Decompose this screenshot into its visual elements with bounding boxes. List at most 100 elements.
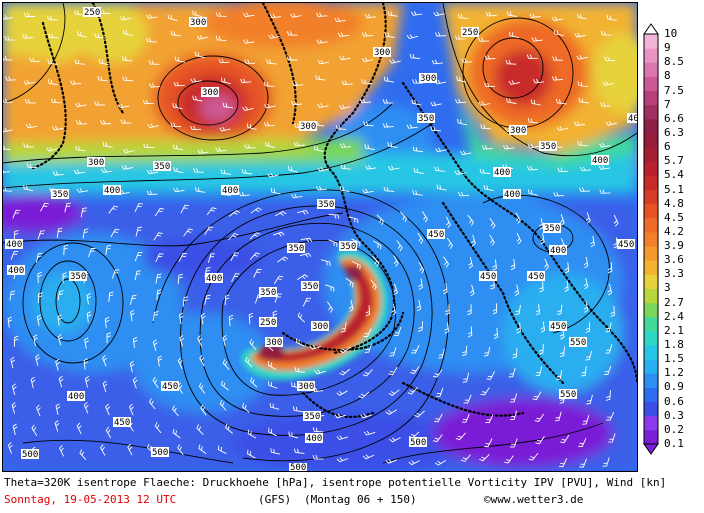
- wind-barb: [272, 231, 285, 237]
- legend-swatch: [644, 104, 658, 120]
- wind-barb: [145, 37, 157, 43]
- wind-barb: [480, 124, 491, 130]
- wind-barb: [243, 12, 255, 18]
- wind-barb: [489, 234, 495, 246]
- wind-barb: [198, 382, 206, 394]
- wind-barb: [486, 371, 496, 380]
- wind-barb: [246, 123, 257, 130]
- svg-text:400: 400: [592, 156, 608, 166]
- wind-barb: [57, 290, 64, 301]
- wind-barb: [84, 337, 89, 349]
- wind-barb: [383, 76, 395, 83]
- wind-barb: [122, 148, 135, 154]
- svg-text:300: 300: [88, 158, 104, 168]
- wind-barb: [559, 328, 565, 340]
- wind-barb: [606, 14, 617, 21]
- wind-barb: [5, 76, 17, 81]
- legend-colorbar: [643, 23, 659, 455]
- svg-text:350: 350: [154, 162, 170, 172]
- wind-barb: [585, 322, 591, 333]
- label-250-b: 250: [461, 27, 479, 38]
- wind-barb: [532, 391, 542, 400]
- wind-barb: [399, 211, 408, 223]
- wind-barb: [3, 55, 13, 61]
- legend-swatch: [644, 231, 658, 247]
- wind-barb: [411, 99, 422, 106]
- wind-barb: [248, 312, 254, 324]
- wind-barb: [433, 11, 445, 17]
- wind-barb: [382, 99, 394, 104]
- wind-barb: [538, 344, 544, 355]
- pressure-labels: 250 300 300 300 300 300 300 300 300 300 …: [5, 7, 637, 471]
- wind-barb: [313, 145, 324, 153]
- wind-barb: [198, 444, 207, 455]
- wind-barb: [267, 172, 279, 178]
- wind-barb: [83, 401, 89, 414]
- legend-tick-label: 10: [664, 27, 678, 40]
- wind-barb: [143, 143, 154, 149]
- wind-barb: [393, 255, 399, 267]
- wind-barb: [463, 394, 472, 404]
- wind-barb: [117, 103, 130, 109]
- wind-barb: [478, 101, 490, 106]
- wind-barb: [225, 423, 233, 434]
- wind-barb: [370, 279, 377, 291]
- wind-barb: [152, 339, 158, 351]
- wind-barb: [407, 386, 418, 395]
- wind-barb: [315, 185, 328, 191]
- legend-swatch: [644, 189, 658, 205]
- wind-barb: [228, 232, 239, 241]
- legend-tick-label: 3.6: [664, 253, 684, 267]
- wind-barb: [552, 56, 563, 61]
- label-550-a: 550: [569, 337, 587, 348]
- label-350-a: 350: [153, 161, 171, 172]
- svg-text:300: 300: [190, 18, 206, 28]
- wind-barb: [268, 34, 280, 39]
- wind-barb: [230, 252, 239, 262]
- svg-text:500: 500: [410, 438, 426, 448]
- wind-barb: [442, 283, 448, 295]
- legend-tick-label: 6: [664, 140, 671, 154]
- wind-barb: [178, 252, 188, 262]
- wind-barb: [128, 403, 134, 416]
- ipv-color-legend: 0.1 0.2 0.3 0.6 0.9 1.2 1.5 1.8 2.1 2.4 2.7 3 3.3 3.6…: [638, 22, 704, 462]
- svg-text:400: 400: [306, 434, 322, 444]
- wind-barb: [361, 32, 373, 37]
- svg-text:350: 350: [540, 142, 556, 152]
- wind-barb: [270, 448, 281, 455]
- wind-barb: [479, 168, 491, 174]
- wind-barb: [172, 405, 179, 417]
- wind-barb: [603, 365, 612, 376]
- wind-barb: [317, 103, 329, 108]
- wind-barb: [108, 205, 119, 214]
- svg-text:500: 500: [290, 463, 306, 471]
- wind-barb: [461, 58, 473, 63]
- wind-barb: [46, 146, 58, 152]
- wind-barb: [24, 98, 36, 104]
- wind-barb: [224, 294, 230, 306]
- wind-barb: [315, 75, 326, 81]
- wind-barb: [155, 253, 164, 263]
- wind-barb: [388, 366, 398, 376]
- wind-barb: [119, 15, 131, 21]
- svg-text:400: 400: [222, 186, 238, 196]
- wind-barb: [24, 12, 35, 17]
- wind-barb: [610, 305, 615, 318]
- wind-barb: [179, 334, 185, 347]
- wind-barb: [557, 304, 563, 316]
- wind-barb: [556, 370, 563, 381]
- wind-barb: [574, 32, 586, 38]
- wind-barb: [250, 207, 262, 214]
- wind-barb: [146, 190, 158, 195]
- wind-barb: [122, 29, 133, 37]
- wind-barb: [605, 390, 611, 401]
- wind-barb: [434, 32, 447, 37]
- label-300-i: 300: [311, 321, 329, 332]
- wind-barb: [222, 359, 230, 370]
- wind-barb: [82, 228, 89, 239]
- wind-barb: [336, 390, 348, 396]
- wind-barb: [130, 294, 137, 305]
- wind-barb: [559, 214, 565, 226]
- wind-barb: [393, 283, 398, 296]
- wind-barb: [177, 444, 184, 456]
